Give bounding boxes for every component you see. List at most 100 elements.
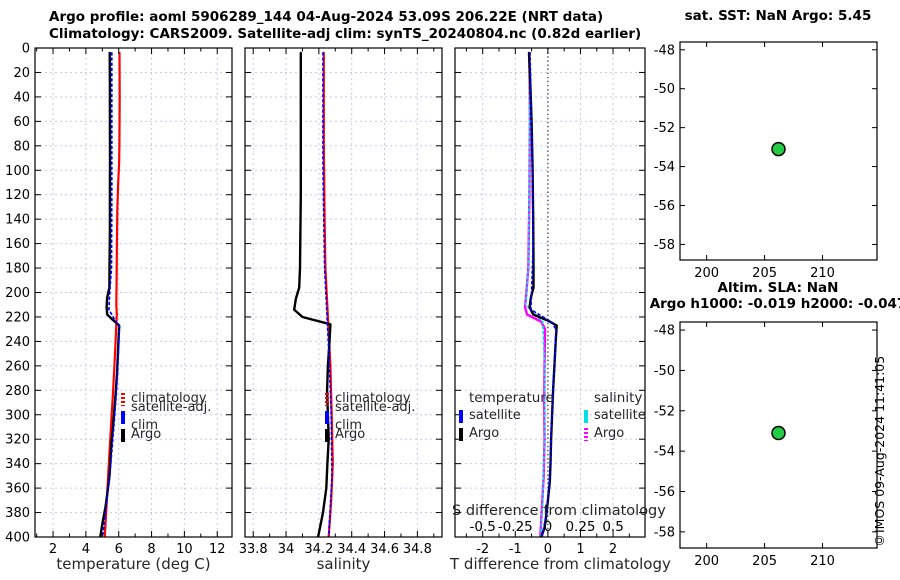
s-axis-tick-labels: -0.5 -0.25 0 0.25 0.5 <box>470 519 624 535</box>
tick-labels: 2 4 6 8 10 1202040608010012014016018020022024… <box>5 42 225 558</box>
svg-text:260: 260 <box>5 359 30 374</box>
grid-lines <box>455 48 645 537</box>
svg-text:-56: -56 <box>654 485 675 500</box>
s-difference-axis-label: S difference from climatology <box>452 503 666 519</box>
svg-text:2: 2 <box>49 542 57 557</box>
svg-text:-0.5: -0.5 <box>470 519 496 535</box>
svg-text:34.8: 34.8 <box>403 542 432 557</box>
tick-labels: -2 -1 0 1 2 <box>476 542 617 557</box>
axes-border <box>679 41 878 261</box>
svg-text:-0.25: -0.25 <box>498 519 533 535</box>
panel-salinity-profile: 33.8 34 34.2 34.4 34.6 34.8 <box>239 47 443 557</box>
svg-text:205: 205 <box>752 554 777 569</box>
svg-text:34: 34 <box>278 542 295 557</box>
legend-line-sample-icon <box>121 392 125 406</box>
svg-text:280: 280 <box>5 384 30 399</box>
svg-text:300: 300 <box>5 408 30 423</box>
svg-text:340: 340 <box>5 457 30 472</box>
svg-text:240: 240 <box>5 335 30 350</box>
legend-item-label: Argo <box>335 427 366 442</box>
svg-text:120: 120 <box>5 188 30 203</box>
legend-line-sample-icon <box>325 410 329 424</box>
legend-line-sample-icon <box>459 427 463 441</box>
series-satellite-adj-clim <box>101 52 121 537</box>
svg-text:-2: -2 <box>476 542 489 557</box>
panel-map-sla: 200 205 210 -48 -50 -52 -54 -56 -58 <box>654 321 878 569</box>
legend-item-satellite: satellite <box>584 407 664 425</box>
svg-text:380: 380 <box>5 506 30 521</box>
imos-watermark: ©IMOS 09-Aug-2024 11:41:05 <box>872 355 887 549</box>
panel-map-sst: 200 205 210 -48 -50 -52 -54 -56 -58 <box>654 41 878 281</box>
svg-text:-50: -50 <box>654 364 675 379</box>
tick-marks <box>35 47 232 538</box>
svg-text:-48: -48 <box>654 324 675 339</box>
legend-item-label: Argo <box>469 426 500 441</box>
legend-line-sample-icon <box>459 409 463 423</box>
svg-text:6: 6 <box>115 542 123 557</box>
svg-text:200: 200 <box>694 266 719 281</box>
svg-text:40: 40 <box>13 90 30 105</box>
svg-text:200: 200 <box>5 286 30 301</box>
svg-text:0.25: 0.25 <box>565 519 595 535</box>
map-sla-title-line2: Argo h1000: -0.019 h2000: -0.047 <box>649 296 900 312</box>
tick-marks <box>245 47 442 538</box>
svg-text:34.6: 34.6 <box>370 542 399 557</box>
legend-item-argo: Argo <box>121 426 231 444</box>
legend-line-sample-icon <box>121 428 125 442</box>
argo-position-marker <box>771 425 786 441</box>
legend-diff-salinity: salinity satellite Argo <box>584 389 664 443</box>
legend-item-satellite-adj-clim: satellite-adj. clim <box>325 400 441 433</box>
grid-lines <box>245 48 442 537</box>
svg-text:200: 200 <box>694 554 719 569</box>
map-sst-title: sat. SST: NaN Argo: 5.45 <box>684 8 872 24</box>
svg-text:-54: -54 <box>654 445 675 460</box>
argo-position-marker <box>771 141 786 157</box>
legend-group-header: temperature <box>469 390 554 406</box>
svg-text:160: 160 <box>5 237 30 252</box>
map-sla-title-line1: Altim. SLA: NaN <box>717 280 839 296</box>
tick-labels: 200 205 210 -48 -50 -52 -54 -56 -58 <box>654 324 835 569</box>
tick-labels: 200 205 210 -48 -50 -52 -54 -56 -58 <box>654 43 835 281</box>
tick-labels: 33.8 34 34.2 34.4 34.6 34.8 <box>239 542 432 557</box>
svg-text:80: 80 <box>13 139 30 154</box>
svg-text:-54: -54 <box>654 160 675 175</box>
legend-item-label: satellite <box>594 408 646 423</box>
svg-text:-1: -1 <box>509 542 522 557</box>
svg-text:10: 10 <box>176 542 193 557</box>
tick-marks <box>680 42 877 260</box>
svg-text:0: 0 <box>544 542 552 557</box>
legend-item-argo: Argo <box>584 425 664 443</box>
legend-item-satellite-adj-clim: satellite-adj. clim <box>121 400 231 433</box>
svg-text:2: 2 <box>609 542 617 557</box>
axes-border <box>34 47 233 538</box>
svg-text:-58: -58 <box>654 238 675 253</box>
legend-item-climatology: climatology <box>121 390 231 408</box>
svg-text:-56: -56 <box>654 199 675 214</box>
svg-text:4: 4 <box>82 542 90 557</box>
figure-title-line1: Argo profile: aoml 5906289_144 04-Aug-20… <box>49 9 604 25</box>
svg-text:12: 12 <box>209 542 226 557</box>
legend-diff-temperature: temperature satellite Argo <box>459 389 579 443</box>
svg-text:-50: -50 <box>654 82 675 97</box>
series-climatology <box>103 51 121 537</box>
svg-text:-58: -58 <box>654 525 675 540</box>
tick-marks <box>680 322 877 548</box>
svg-text:360: 360 <box>5 482 30 497</box>
panel-difference-profile: -2 -1 0 1 2 -0.5 -0.25 0 0.25 0.5 <box>454 47 646 557</box>
legend-item-climatology: climatology <box>325 390 441 408</box>
svg-text:0: 0 <box>22 42 30 57</box>
legend-item-argo: Argo <box>459 425 579 443</box>
svg-text:0.5: 0.5 <box>602 519 623 535</box>
series-satellite-salinity-diff <box>524 52 546 537</box>
legend-item-satellite: satellite <box>459 407 579 425</box>
legend-line-sample-icon <box>325 428 329 442</box>
xlabel-temperature: temperature (deg C) <box>56 555 211 573</box>
svg-text:60: 60 <box>13 115 30 130</box>
svg-text:320: 320 <box>5 433 30 448</box>
legend-line-sample-icon <box>121 410 125 424</box>
svg-text:20: 20 <box>13 66 30 81</box>
svg-text:-48: -48 <box>654 43 675 58</box>
svg-text:1: 1 <box>576 542 584 557</box>
legend-salinity-panel: climatology satellite-adj. clim Argo <box>325 390 441 444</box>
